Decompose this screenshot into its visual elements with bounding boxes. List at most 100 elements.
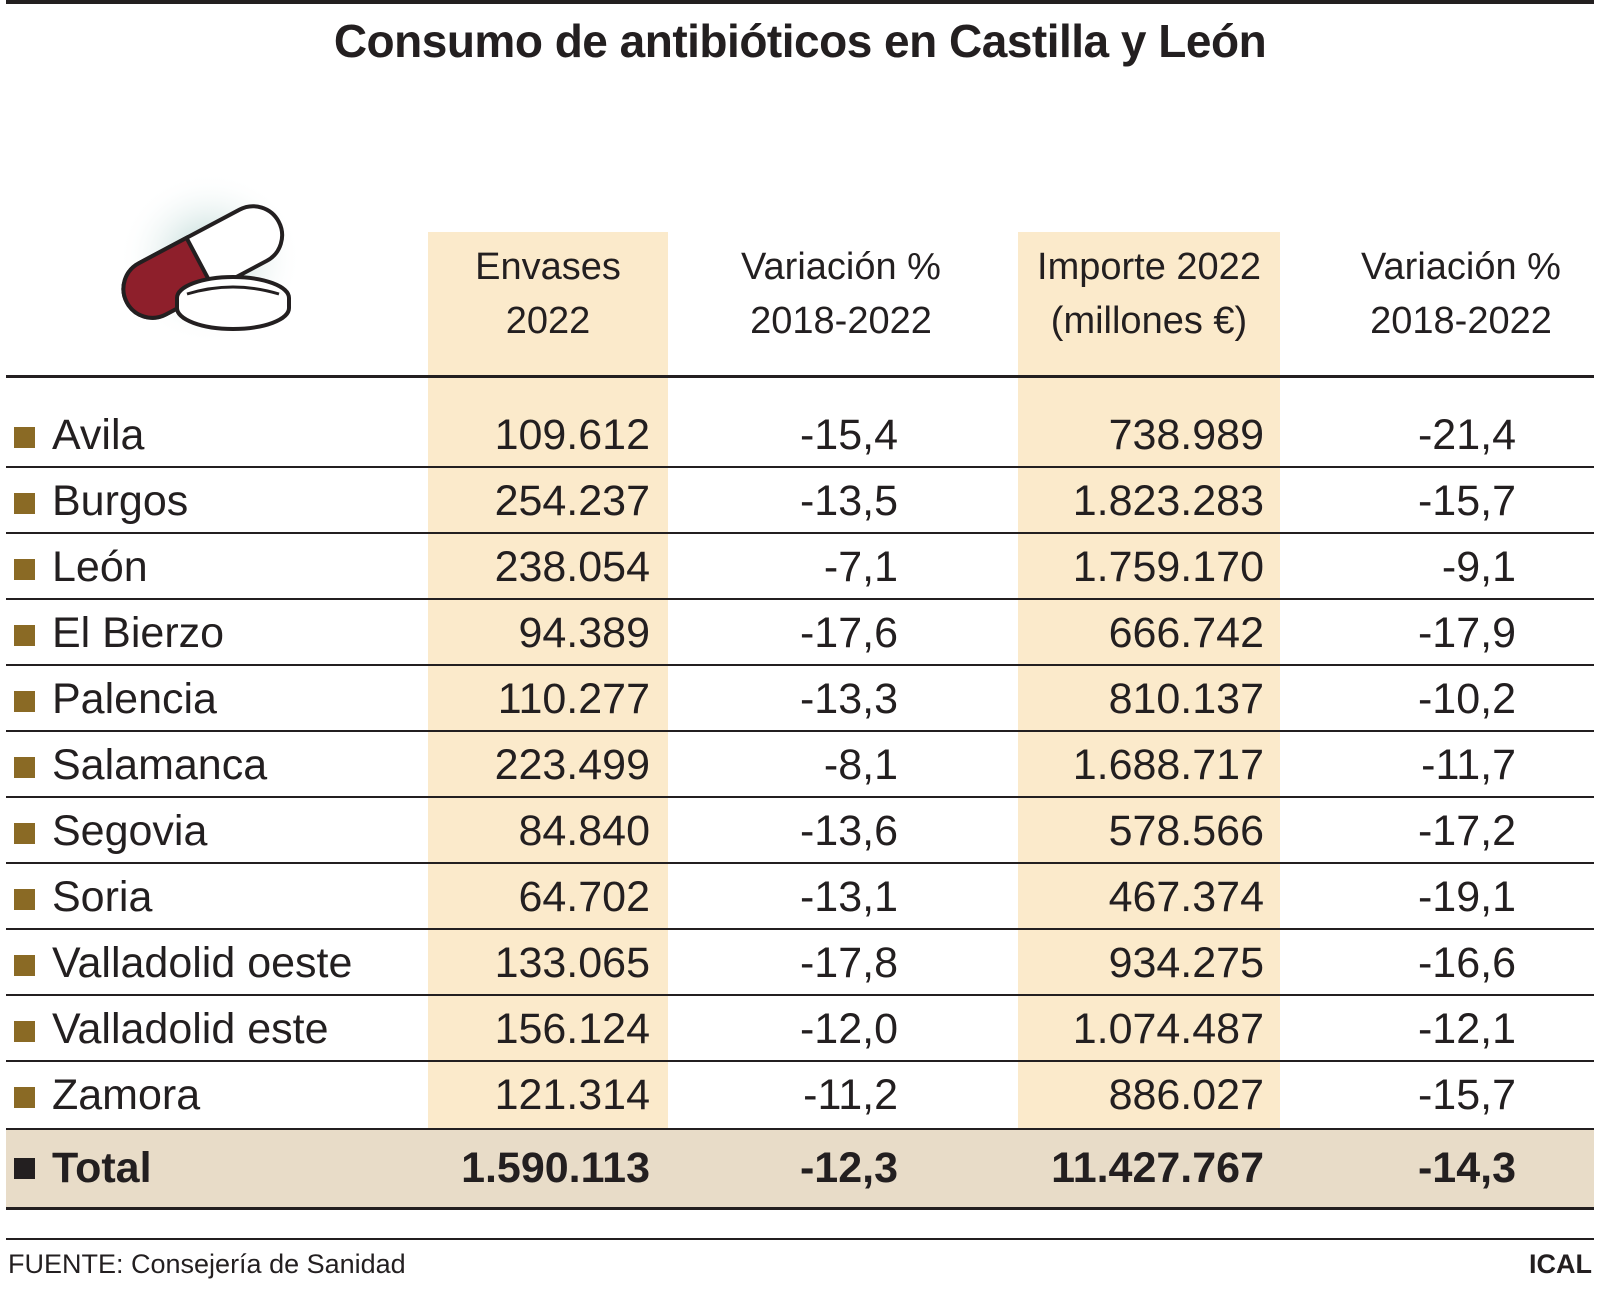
cell-envases: 238.054: [494, 543, 650, 591]
cell-variacion-envases: -8,1: [823, 741, 898, 789]
row-label: Segovia: [52, 807, 208, 855]
table-row: Salamanca 223.499 -8,1 1.688.717 -11,7: [6, 732, 1594, 798]
table-row: Soria 64.702 -13,1 467.374 -19,1: [6, 864, 1594, 930]
total-bottom-rule: [6, 1207, 1594, 1210]
row-separator: [6, 994, 1594, 996]
row-label: Salamanca: [52, 741, 268, 789]
brand-credit: ICAL: [1529, 1249, 1592, 1279]
table-row: Valladolid oeste 133.065 -17,8 934.275 -16,6: [6, 930, 1594, 996]
cell-importe: 467.374: [1108, 873, 1264, 921]
row-marker: [14, 889, 35, 910]
cell-variacion-envases: -15,4: [799, 411, 898, 459]
row-separator: [6, 796, 1594, 798]
row-label: León: [52, 543, 148, 591]
table-row: Valladolid este 156.124 -12,0 1.074.487 -12,…: [6, 996, 1594, 1062]
cell-variacion-envases: -13,3: [799, 675, 898, 723]
row-marker: [14, 691, 35, 712]
row-separator: [6, 466, 1594, 468]
cell-importe: 1.688.717: [1072, 741, 1264, 789]
row-label: Avila: [52, 411, 145, 459]
cell-variacion-envases: -12,0: [799, 1005, 898, 1053]
cell-importe: 886.027: [1108, 1071, 1264, 1119]
cell-importe: 934.275: [1108, 939, 1264, 987]
total-variacion-envases: -12,3: [799, 1144, 898, 1192]
top-rule: [6, 0, 1594, 4]
cell-importe: 1.823.283: [1072, 477, 1264, 525]
row-marker: [14, 625, 35, 646]
row-separator: [6, 1060, 1594, 1062]
cell-variacion-importe: -15,7: [1417, 477, 1516, 525]
total-envases: 1.590.113: [461, 1144, 650, 1192]
cell-importe: 666.742: [1108, 609, 1264, 657]
cell-importe: 738.989: [1108, 411, 1264, 459]
cell-importe: 1.074.487: [1072, 1005, 1264, 1053]
source-note: FUENTE: Consejería de Sanidad: [8, 1249, 406, 1279]
table-row: Zamora 121.314 -11,2 886.027 -15,7: [6, 1062, 1594, 1128]
row-separator: [6, 862, 1594, 864]
row-label: Valladolid oeste: [52, 939, 353, 987]
row-label: Soria: [52, 873, 153, 921]
cell-envases: 133.065: [494, 939, 650, 987]
total-row: Total 1.590.113 -12,3 11.427.767 -14,3: [6, 1130, 1594, 1207]
cell-variacion-importe: -10,2: [1417, 675, 1516, 723]
cell-envases: 156.124: [494, 1005, 650, 1053]
cell-variacion-importe: -19,1: [1417, 873, 1516, 921]
row-marker: [14, 427, 35, 448]
cell-envases: 121.314: [494, 1071, 650, 1119]
cell-importe: 578.566: [1108, 807, 1264, 855]
cell-envases: 223.499: [494, 741, 650, 789]
row-label: Palencia: [52, 675, 217, 723]
cell-variacion-importe: -17,2: [1417, 807, 1516, 855]
row-marker: [14, 493, 35, 514]
cell-envases: 94.389: [518, 609, 650, 657]
envases-column-band: [428, 232, 668, 1130]
table-row: El Bierzo 94.389 -17,6 666.742 -17,9: [6, 600, 1594, 666]
cell-envases: 110.277: [497, 675, 650, 723]
table-row: Avila 109.612 -15,4 738.989 -21,4: [6, 402, 1594, 468]
column-header-envases: Envases 2022: [475, 246, 621, 342]
table-row: Palencia 110.277 -13,3 810.137 -10,2: [6, 666, 1594, 732]
cell-variacion-envases: -17,8: [799, 939, 898, 987]
cell-variacion-envases: -11,2: [803, 1071, 898, 1119]
row-separator: [6, 598, 1594, 600]
cell-variacion-envases: -17,6: [799, 609, 898, 657]
row-marker: [14, 1021, 35, 1042]
cell-envases: 254.237: [494, 477, 650, 525]
row-label: Valladolid este: [52, 1005, 329, 1053]
cell-variacion-importe: -21,4: [1417, 411, 1516, 459]
row-marker: [14, 823, 35, 844]
table-row: Segovia 84.840 -13,6 578.566 -17,2: [6, 798, 1594, 864]
row-separator: [6, 532, 1594, 534]
table-row: Burgos 254.237 -13,5 1.823.283 -15,7: [6, 468, 1594, 534]
cell-variacion-importe: -11,7: [1421, 741, 1516, 789]
cell-variacion-envases: -7,1: [823, 543, 898, 591]
pill-capsule-icon: [118, 172, 302, 344]
total-label: Total: [52, 1144, 152, 1192]
cell-variacion-importe: -16,6: [1417, 939, 1516, 987]
row-marker: [14, 955, 35, 976]
cell-envases: 64.702: [518, 873, 650, 921]
row-label: El Bierzo: [52, 609, 225, 657]
row-marker: [14, 757, 35, 778]
cell-envases: 84.840: [518, 807, 650, 855]
total-top-rule: [6, 1128, 1594, 1131]
cell-envases: 109.612: [494, 411, 650, 459]
footer-rule: [6, 1238, 1594, 1240]
row-marker: [14, 559, 35, 580]
row-separator: [6, 664, 1594, 666]
cell-importe: 1.759.170: [1072, 543, 1264, 591]
row-marker: [14, 1087, 35, 1108]
cell-variacion-envases: -13,1: [799, 873, 898, 921]
cell-variacion-importe: -12,1: [1417, 1005, 1516, 1053]
cell-variacion-importe: -15,7: [1417, 1071, 1516, 1119]
total-importe: 11.427.767: [1051, 1144, 1264, 1192]
row-label: Burgos: [52, 477, 189, 525]
importe-column-band: [1018, 232, 1280, 1130]
cell-variacion-importe: -17,9: [1417, 609, 1516, 657]
chart-title: Consumo de antibióticos en Castilla y Le…: [333, 15, 1267, 67]
row-separator: [6, 928, 1594, 930]
column-header-variacion-envases: Variación % 2018-2022: [741, 246, 941, 342]
header-rule: [6, 375, 1594, 378]
cell-variacion-envases: -13,5: [799, 477, 898, 525]
row-label: Zamora: [52, 1071, 201, 1119]
